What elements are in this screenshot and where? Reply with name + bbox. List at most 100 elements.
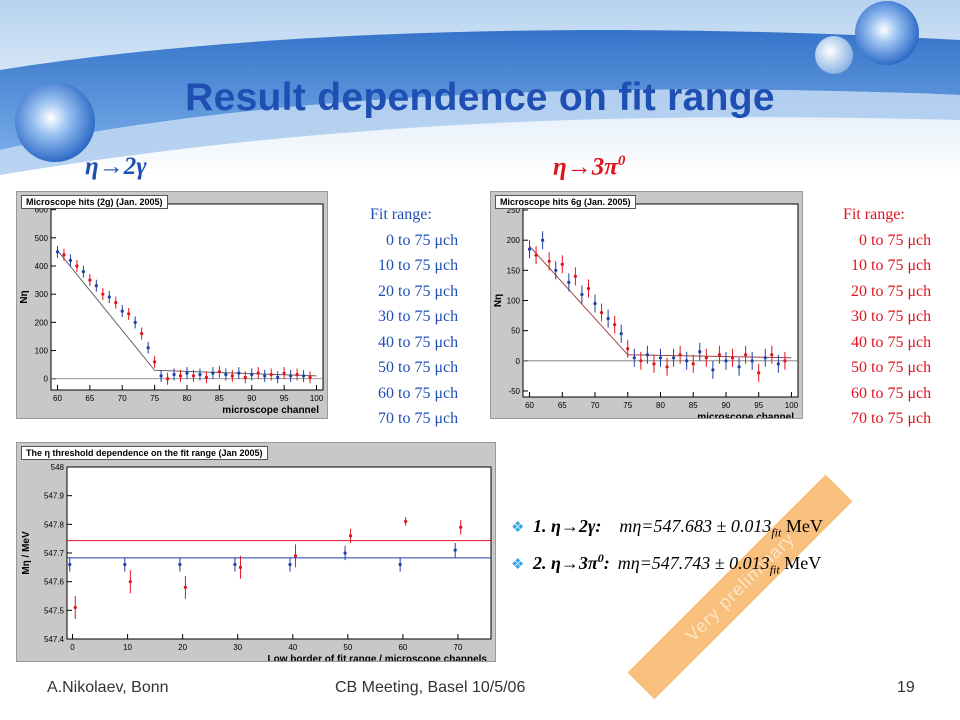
reaction-label-eta-3pi0: η→3π0 — [553, 153, 626, 181]
fit-range-item: 70 to 75 μch — [851, 410, 932, 427]
fit-range-item: 40 to 75 μch — [851, 333, 932, 351]
x-tick-label: 70 — [591, 401, 600, 410]
data-point — [658, 356, 663, 360]
footer-meeting: CB Meeting, Basel 10/5/06 — [335, 679, 526, 696]
decor-orb-right — [855, 1, 919, 65]
y-tick-label: 150 — [507, 266, 521, 275]
y-tick-label: 547.5 — [44, 606, 65, 615]
x-tick-label: 75 — [150, 394, 159, 403]
x-tick-label: 65 — [558, 401, 567, 410]
data-point — [599, 310, 604, 315]
data-point — [573, 274, 577, 278]
data-point — [613, 323, 617, 327]
x-tick-label: 85 — [689, 401, 698, 410]
x-tick-label: 85 — [215, 394, 224, 403]
x-tick-label: 40 — [288, 643, 297, 652]
data-point — [717, 353, 722, 357]
data-point — [256, 371, 260, 375]
y-tick-label: 250 — [507, 206, 521, 215]
data-point — [101, 292, 105, 296]
data-point — [289, 374, 293, 378]
plot-threshold-dependence: The η threshold dependence on the fit ra… — [16, 442, 496, 665]
x-tick-label: 20 — [178, 643, 187, 652]
data-point — [632, 356, 636, 360]
data-point — [783, 359, 787, 363]
y-tick-label: 547.8 — [44, 520, 65, 529]
plot-canvas: 0 10 20 30 40 50 60 70 547.4 547.5 547.6 547.7 547.8… — [21, 463, 492, 665]
x-tick-label: 80 — [656, 401, 665, 410]
data-point — [198, 372, 202, 377]
data-point — [665, 365, 669, 369]
data-point — [645, 353, 650, 357]
x-tick-label: 65 — [85, 394, 94, 403]
fit-range-item: 20 to 75 μch — [378, 282, 459, 300]
data-point — [263, 374, 267, 378]
data-point — [547, 259, 551, 263]
fit-range-item: 40 to 75 μch — [378, 333, 459, 351]
y-tick-label: 547.6 — [44, 578, 65, 587]
data-point — [698, 350, 702, 354]
data-point — [120, 309, 124, 313]
decor-orb-small — [815, 36, 853, 74]
fit-range-heading: Fit range: — [370, 206, 432, 223]
x-axis-label: microscope channel — [222, 405, 319, 416]
data-point — [593, 301, 597, 306]
data-point — [685, 359, 689, 363]
x-tick-label: 10 — [123, 643, 132, 652]
data-point — [127, 312, 131, 316]
x-tick-label: 100 — [310, 394, 324, 403]
x-tick-label: 30 — [233, 643, 242, 652]
data-point — [724, 359, 728, 363]
data-point — [295, 372, 299, 377]
data-point — [398, 562, 402, 567]
fit-range-item: 0 to 75 μch — [859, 231, 932, 249]
fit-range-item: 50 to 75 μch — [851, 359, 932, 376]
data-point — [73, 605, 77, 610]
x-tick-label: 70 — [118, 394, 127, 403]
plot-microscope-hits-2g: Microscope hits (2g) (Jan. 2005) 60 65 70 7… — [16, 191, 328, 419]
fit-range-list-3pi0: Fit range: 0 to 75 μch 10 to 75 μch 20 t… — [843, 202, 931, 432]
data-point — [652, 362, 656, 366]
diamond-bullet-icon: ❖ — [511, 520, 525, 536]
data-point — [744, 353, 748, 357]
x-tick-label: 50 — [343, 643, 352, 652]
plot-microscope-hits-6g: Microscope hits 6g (Jan. 2005) 60 65 70 75 8… — [490, 191, 803, 423]
data-point — [308, 375, 312, 379]
data-point — [68, 258, 73, 262]
header-banner — [0, 0, 960, 175]
data-point — [140, 332, 144, 336]
data-point — [233, 562, 237, 567]
y-axis-label: Mη / MeV — [21, 531, 32, 575]
data-point — [276, 375, 280, 379]
data-point — [191, 374, 196, 378]
data-point — [606, 316, 610, 321]
plot-title: The η threshold dependence on the fit ra… — [21, 446, 268, 460]
y-tick-label: -50 — [508, 387, 520, 396]
plot-title: Microscope hits (2g) (Jan. 2005) — [21, 195, 168, 209]
x-axis-label: Low border of fit range / microscope cha… — [268, 654, 488, 661]
data-point — [68, 562, 72, 567]
data-point — [293, 554, 298, 558]
data-point — [128, 580, 132, 584]
x-tick-label: 60 — [53, 394, 62, 403]
data-point — [619, 332, 623, 336]
y-tick-label: 100 — [35, 347, 49, 356]
data-point — [750, 359, 754, 363]
data-point — [185, 371, 189, 375]
fit-range-item: 50 to 75 μch — [378, 359, 459, 376]
y-tick-label: 400 — [35, 262, 49, 271]
plot-area — [66, 466, 492, 640]
y-axis-label: Nη — [493, 294, 504, 307]
data-point — [459, 525, 463, 529]
y-tick-label: 547.4 — [44, 635, 65, 644]
data-point — [527, 247, 532, 251]
data-point — [704, 356, 708, 360]
footer-page-number: 19 — [897, 679, 915, 696]
data-point — [737, 365, 741, 369]
data-point — [153, 360, 157, 364]
data-point — [678, 353, 682, 357]
plot-area — [522, 203, 799, 398]
y-tick-label: 50 — [511, 327, 520, 336]
y-tick-label: 300 — [35, 290, 49, 299]
x-tick-label: 60 — [398, 643, 407, 652]
